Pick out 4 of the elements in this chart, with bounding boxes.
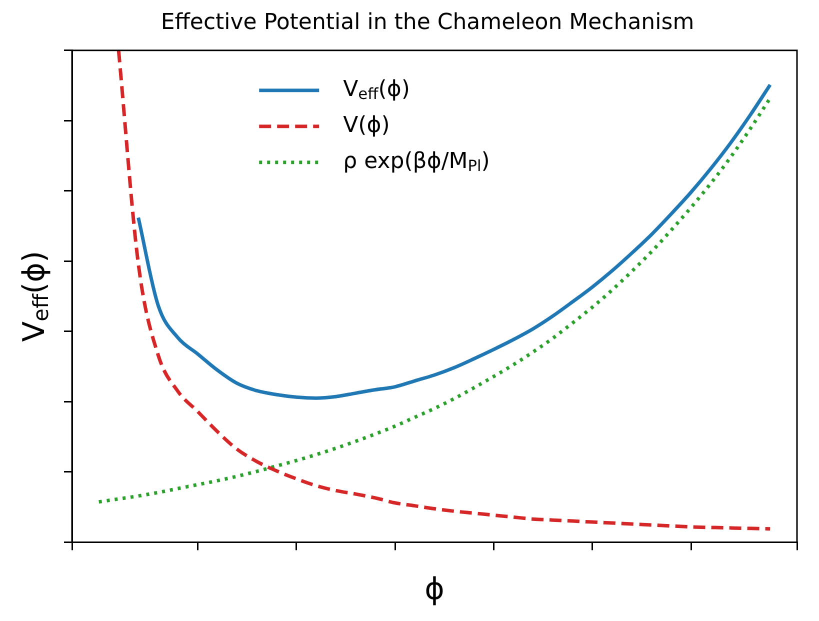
x-axis-title: ϕ: [424, 572, 444, 607]
y-axis-title: Veff(ϕ): [16, 250, 54, 342]
legend-label: V(ϕ): [343, 113, 390, 138]
chart-title: Effective Potential in the Chameleon Mechanism: [160, 10, 694, 35]
